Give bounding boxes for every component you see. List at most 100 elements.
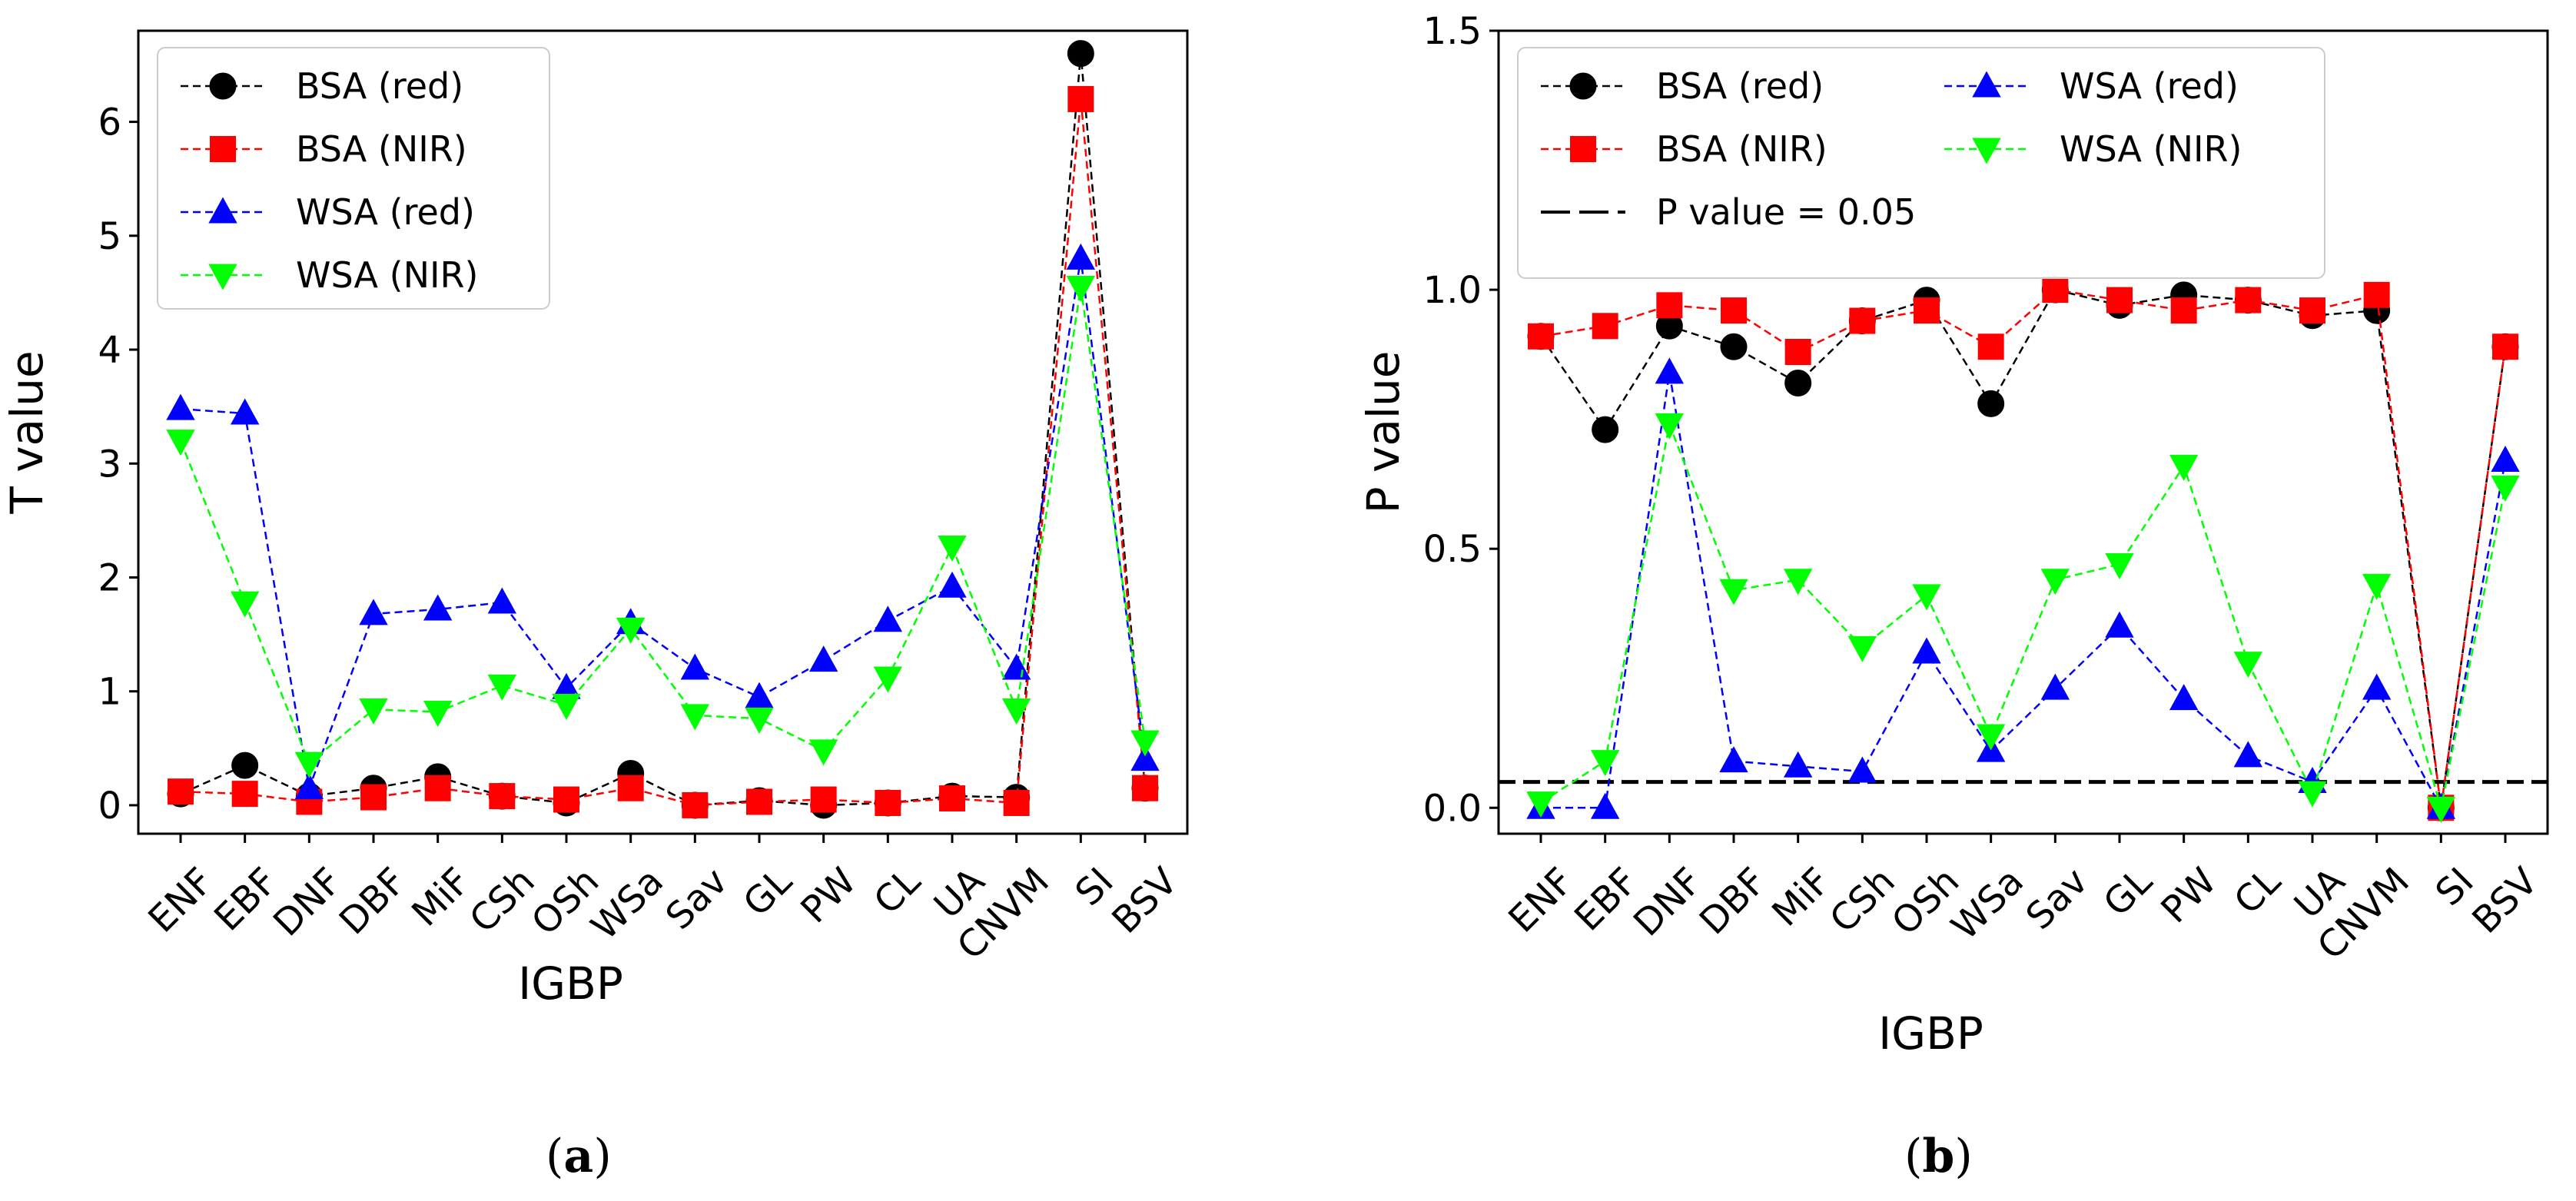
y-tick-label: 0: [98, 785, 121, 828]
chart-panel-b: 0.0 0.5 1.0 1.5 ENFEBFDNFDBFMiFCShOShWSaSavG…: [1357, 10, 2549, 1060]
legend: BSA (red) BSA (NIR) WSA (red) WSA (NIR): [157, 47, 550, 310]
y-axis-label: T value: [1, 350, 53, 514]
series-line-1: [1540, 288, 2507, 808]
legend-label: BSA (NIR): [1656, 128, 1827, 170]
data-point: [810, 786, 837, 813]
data-point: [1783, 751, 1813, 778]
x-tick-label: ENF: [1500, 860, 1582, 941]
y-tick-label: 0.0: [1423, 787, 1482, 830]
data-point: [2362, 673, 2392, 700]
data-point: [2170, 297, 2197, 324]
x-tick-label: Sav: [2018, 860, 2096, 938]
data-point: [873, 666, 903, 693]
x-tick-label: MiF: [1764, 860, 1839, 935]
legend-marker: [209, 72, 237, 100]
data-point: [1526, 791, 1555, 818]
x-tick-label: DBF: [1691, 860, 1775, 944]
data-point: [423, 700, 453, 727]
data-point: [1656, 292, 1683, 319]
data-point: [1001, 698, 1031, 725]
data-point: [231, 781, 258, 808]
data-point: [2233, 741, 2263, 768]
data-point: [231, 751, 259, 779]
data-point: [808, 645, 838, 672]
data-point: [938, 571, 967, 598]
legend-marker: [208, 197, 237, 224]
legend-marker: [210, 136, 236, 162]
x-tick-label: EBF: [206, 860, 286, 940]
series-line-0: [180, 53, 1147, 807]
data-point: [424, 775, 451, 801]
data-point: [166, 430, 195, 456]
data-point: [168, 778, 194, 805]
x-tick-label: WSa: [1944, 860, 2033, 949]
x-tick-label: MiF: [403, 860, 479, 935]
series-line-0: [1539, 288, 2507, 808]
data-point: [2492, 333, 2518, 360]
data-point: [2362, 573, 2392, 600]
data-point: [2042, 277, 2069, 304]
data-point: [1721, 297, 1747, 324]
x-tick-label: BSV: [2464, 860, 2546, 942]
data-point: [230, 591, 260, 618]
data-point: [2426, 796, 2456, 823]
x-tick-label: EBF: [1566, 860, 1646, 940]
data-point: [552, 672, 581, 699]
y-tick-label: 0.5: [1423, 528, 1482, 571]
data-point: [1847, 635, 1877, 662]
y-tick-label: 4: [98, 329, 121, 372]
legend-label: P value = 0.05: [1656, 191, 1916, 233]
data-point: [2105, 611, 2134, 638]
data-point: [745, 682, 774, 708]
data-point: [745, 707, 774, 734]
series-line-3: [179, 287, 1147, 765]
x-tick-label: Sav: [658, 860, 736, 938]
data-point: [487, 587, 517, 614]
data-point: [2491, 446, 2520, 473]
data-point: [1783, 569, 1813, 596]
panel-a-letter: a: [563, 1130, 594, 1183]
data-point: [1784, 339, 1811, 365]
data-point: [2169, 684, 2199, 711]
x-tick-label: PW: [2153, 860, 2225, 932]
x-tick-label: CL: [2226, 860, 2289, 923]
data-point: [1914, 297, 1940, 324]
data-point: [939, 785, 965, 812]
y-tick-label: 5: [98, 215, 121, 258]
data-point: [680, 653, 710, 680]
data-point: [2235, 287, 2262, 314]
data-point: [1655, 413, 1685, 440]
data-point: [1977, 333, 2004, 360]
x-tick-label: DNF: [1625, 860, 1711, 945]
data-point: [875, 789, 901, 816]
data-point: [553, 786, 579, 813]
data-point: [294, 751, 324, 778]
y-tick-label: 1: [98, 671, 121, 714]
data-point: [1912, 637, 1941, 664]
data-point: [2298, 781, 2327, 808]
data-point: [1067, 40, 1094, 68]
data-point: [1132, 775, 1158, 801]
x-tick-label: CSh: [461, 860, 543, 941]
data-point: [1130, 745, 1160, 771]
legend-marker: [208, 264, 237, 290]
x-tick-label: ENF: [140, 860, 221, 941]
x-tick-label: DBF: [331, 860, 415, 944]
panel-b-letter: b: [1922, 1130, 1955, 1183]
series-line-2: [180, 258, 1147, 792]
data-point: [682, 791, 709, 818]
data-point: [808, 739, 838, 766]
data-point: [2169, 454, 2199, 481]
y-axis-label: P value: [1357, 351, 1409, 514]
data-point: [1655, 357, 1685, 384]
data-point: [746, 788, 772, 815]
x-axis-label: IGBP: [518, 957, 623, 1010]
x-tick-label: CSh: [1821, 860, 1903, 941]
legend-marker: [1972, 138, 2001, 164]
data-point: [1976, 724, 2006, 751]
data-point: [1592, 313, 1618, 340]
data-point: [359, 698, 388, 725]
data-point: [1592, 416, 1619, 443]
data-point: [1066, 276, 1096, 303]
